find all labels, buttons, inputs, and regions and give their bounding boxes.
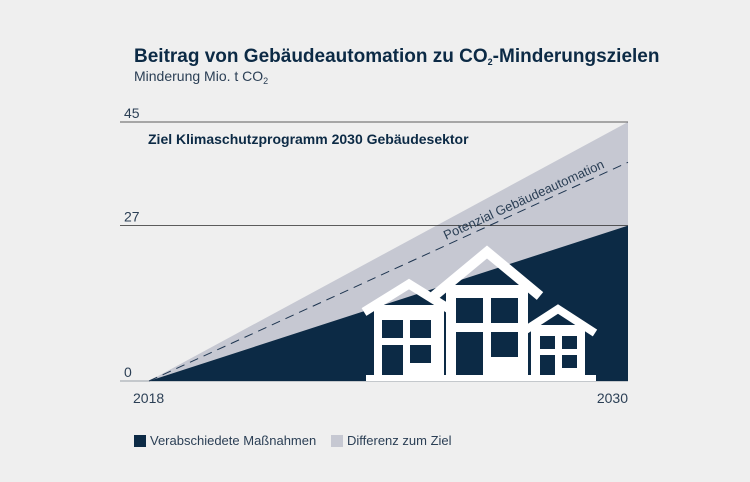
legend-label: Verabschiedete Maßnahmen: [150, 433, 317, 448]
legend-swatch-light: [331, 434, 343, 447]
target-label: Ziel Klimaschutzprogramm 2030 Gebäudesek…: [148, 131, 469, 147]
legend-item-verabschiedete: Verabschiedete Maßnahmen: [134, 433, 316, 448]
x-tick-label: 2018: [133, 390, 164, 406]
y-tick-label: 0: [124, 364, 132, 380]
legend-item-differenz: Differenz zum Ziel: [331, 433, 452, 448]
x-tick-label: 2030: [597, 390, 628, 406]
y-tick-label: 45: [124, 105, 140, 121]
chart-title: Beitrag von Gebäudeautomation zu CO2-Min…: [134, 46, 660, 67]
legend-swatch-dark: [134, 434, 146, 447]
chart-subtitle: Minderung Mio. t CO2: [134, 68, 269, 86]
houses-illustration: [361, 245, 598, 381]
legend-label: Differenz zum Ziel: [347, 433, 452, 448]
y-tick-label: 27: [124, 209, 140, 225]
dashed-line-potenzial: [148, 161, 629, 382]
